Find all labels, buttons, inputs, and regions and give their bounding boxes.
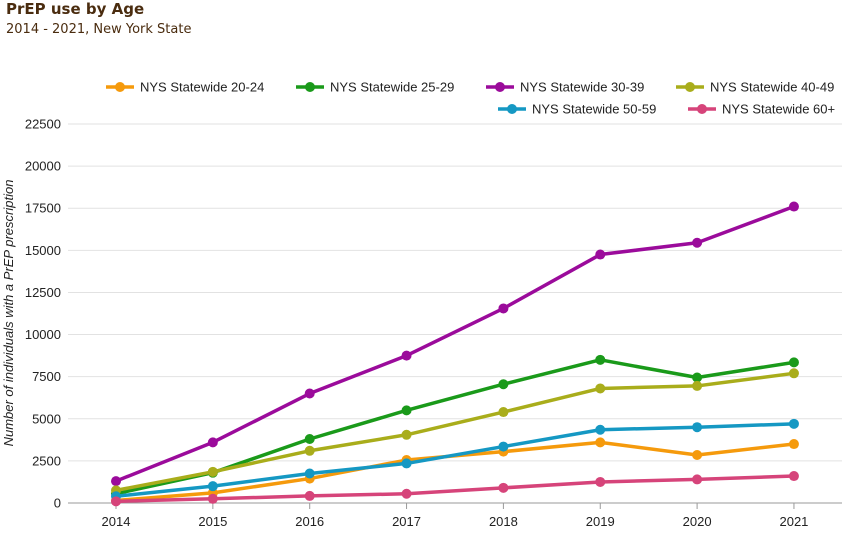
data-point: [595, 476, 606, 487]
data-point: [304, 433, 315, 444]
data-point: [401, 405, 412, 416]
data-point: [498, 379, 509, 390]
data-point: [304, 445, 315, 456]
data-point: [304, 490, 315, 501]
y-axis-ticks: 0 2500 5000 7500 10000 12500 15000 17500 20000 22…: [25, 117, 61, 511]
y-tick-label: 2500: [32, 453, 61, 468]
data-point: [401, 488, 412, 499]
data-point: [401, 458, 412, 469]
data-point: [595, 249, 606, 260]
data-point: [304, 468, 315, 479]
legend-swatch-dot: [305, 82, 315, 92]
data-point: [498, 482, 509, 493]
x-tick-label: 2014: [102, 514, 131, 529]
series-line: [115, 474, 795, 504]
legend-item: NYS Statewide 40-49: [676, 80, 834, 95]
data-point: [401, 350, 412, 361]
legend-item: NYS Statewide 60+: [688, 102, 835, 117]
y-tick-label: 15000: [25, 243, 61, 258]
data-point: [788, 368, 799, 379]
data-point: [788, 357, 799, 368]
data-point: [595, 424, 606, 435]
legend-item: NYS Statewide 25-29: [296, 80, 454, 95]
x-tick-label: 2015: [198, 514, 227, 529]
legend-item: NYS Statewide 50-59: [498, 102, 656, 117]
legend-swatch-dot: [115, 82, 125, 92]
legend-label: NYS Statewide 60+: [722, 102, 835, 117]
legend-label: NYS Statewide 20-24: [140, 80, 264, 95]
chart-title: PrEP use by Age: [6, 0, 145, 18]
legend-label: NYS Statewide 40-49: [710, 80, 834, 95]
series-5: [111, 418, 799, 502]
legend-swatch-dot: [697, 104, 707, 114]
x-tick-label: 2019: [586, 514, 615, 529]
data-point: [207, 481, 218, 492]
legend-swatch-dot: [507, 104, 517, 114]
series-line: [115, 204, 795, 483]
data-point: [207, 437, 218, 448]
data-point: [595, 437, 606, 448]
data-point: [207, 493, 218, 504]
x-axis-ticks: 2014 2015 2016 2017 2018 2019 2020 2021: [102, 503, 808, 529]
data-point: [498, 407, 509, 418]
series-line: [115, 371, 795, 493]
x-tick-label: 2017: [392, 514, 421, 529]
data-point: [207, 466, 218, 477]
legend-swatch-dot: [685, 82, 695, 92]
series-4: [111, 368, 799, 496]
legend-label: NYS Statewide 25-29: [330, 80, 454, 95]
legend-label: NYS Statewide 50-59: [532, 102, 656, 117]
gridlines: [68, 123, 842, 504]
legend: NYS Statewide 20-24 NYS Statewide 25-29 NY…: [106, 80, 835, 117]
legend-item: NYS Statewide 30-39: [486, 80, 644, 95]
data-point: [788, 201, 799, 212]
y-tick-label: 12500: [25, 285, 61, 300]
y-tick-label: 20000: [25, 159, 61, 174]
data-point: [692, 380, 703, 391]
legend-label: NYS Statewide 30-39: [520, 80, 644, 95]
data-point: [788, 439, 799, 450]
data-point: [595, 383, 606, 394]
data-point: [692, 422, 703, 433]
x-tick-label: 2018: [489, 514, 518, 529]
y-tick-label: 0: [54, 496, 61, 511]
legend-swatch-dot: [495, 82, 505, 92]
series-lines: [111, 201, 799, 507]
series-3: [111, 201, 799, 487]
x-tick-label: 2020: [683, 514, 712, 529]
data-point: [788, 418, 799, 429]
data-point: [498, 441, 509, 452]
data-point: [111, 476, 121, 487]
data-point: [692, 237, 703, 248]
y-tick-label: 17500: [25, 201, 61, 216]
legend-item: NYS Statewide 20-24: [106, 80, 264, 95]
data-point: [788, 471, 799, 482]
data-point: [401, 429, 412, 440]
data-point: [692, 372, 703, 383]
chart-subtitle: 2014 - 2021, New York State: [6, 22, 192, 37]
data-point: [304, 388, 315, 399]
data-point: [498, 303, 509, 314]
x-tick-label: 2021: [779, 514, 808, 529]
y-axis-label: Number of individuals with a PrEP prescr…: [1, 180, 16, 447]
series-line: [115, 422, 795, 499]
data-point: [692, 449, 703, 460]
y-tick-label: 22500: [25, 117, 61, 132]
data-point: [595, 354, 606, 365]
data-point: [692, 474, 703, 485]
series-6: [111, 471, 799, 507]
data-point: [111, 496, 121, 507]
y-tick-label: 10000: [25, 327, 61, 342]
y-tick-label: 7500: [32, 369, 61, 384]
x-tick-label: 2016: [295, 514, 324, 529]
y-tick-label: 5000: [32, 411, 61, 426]
